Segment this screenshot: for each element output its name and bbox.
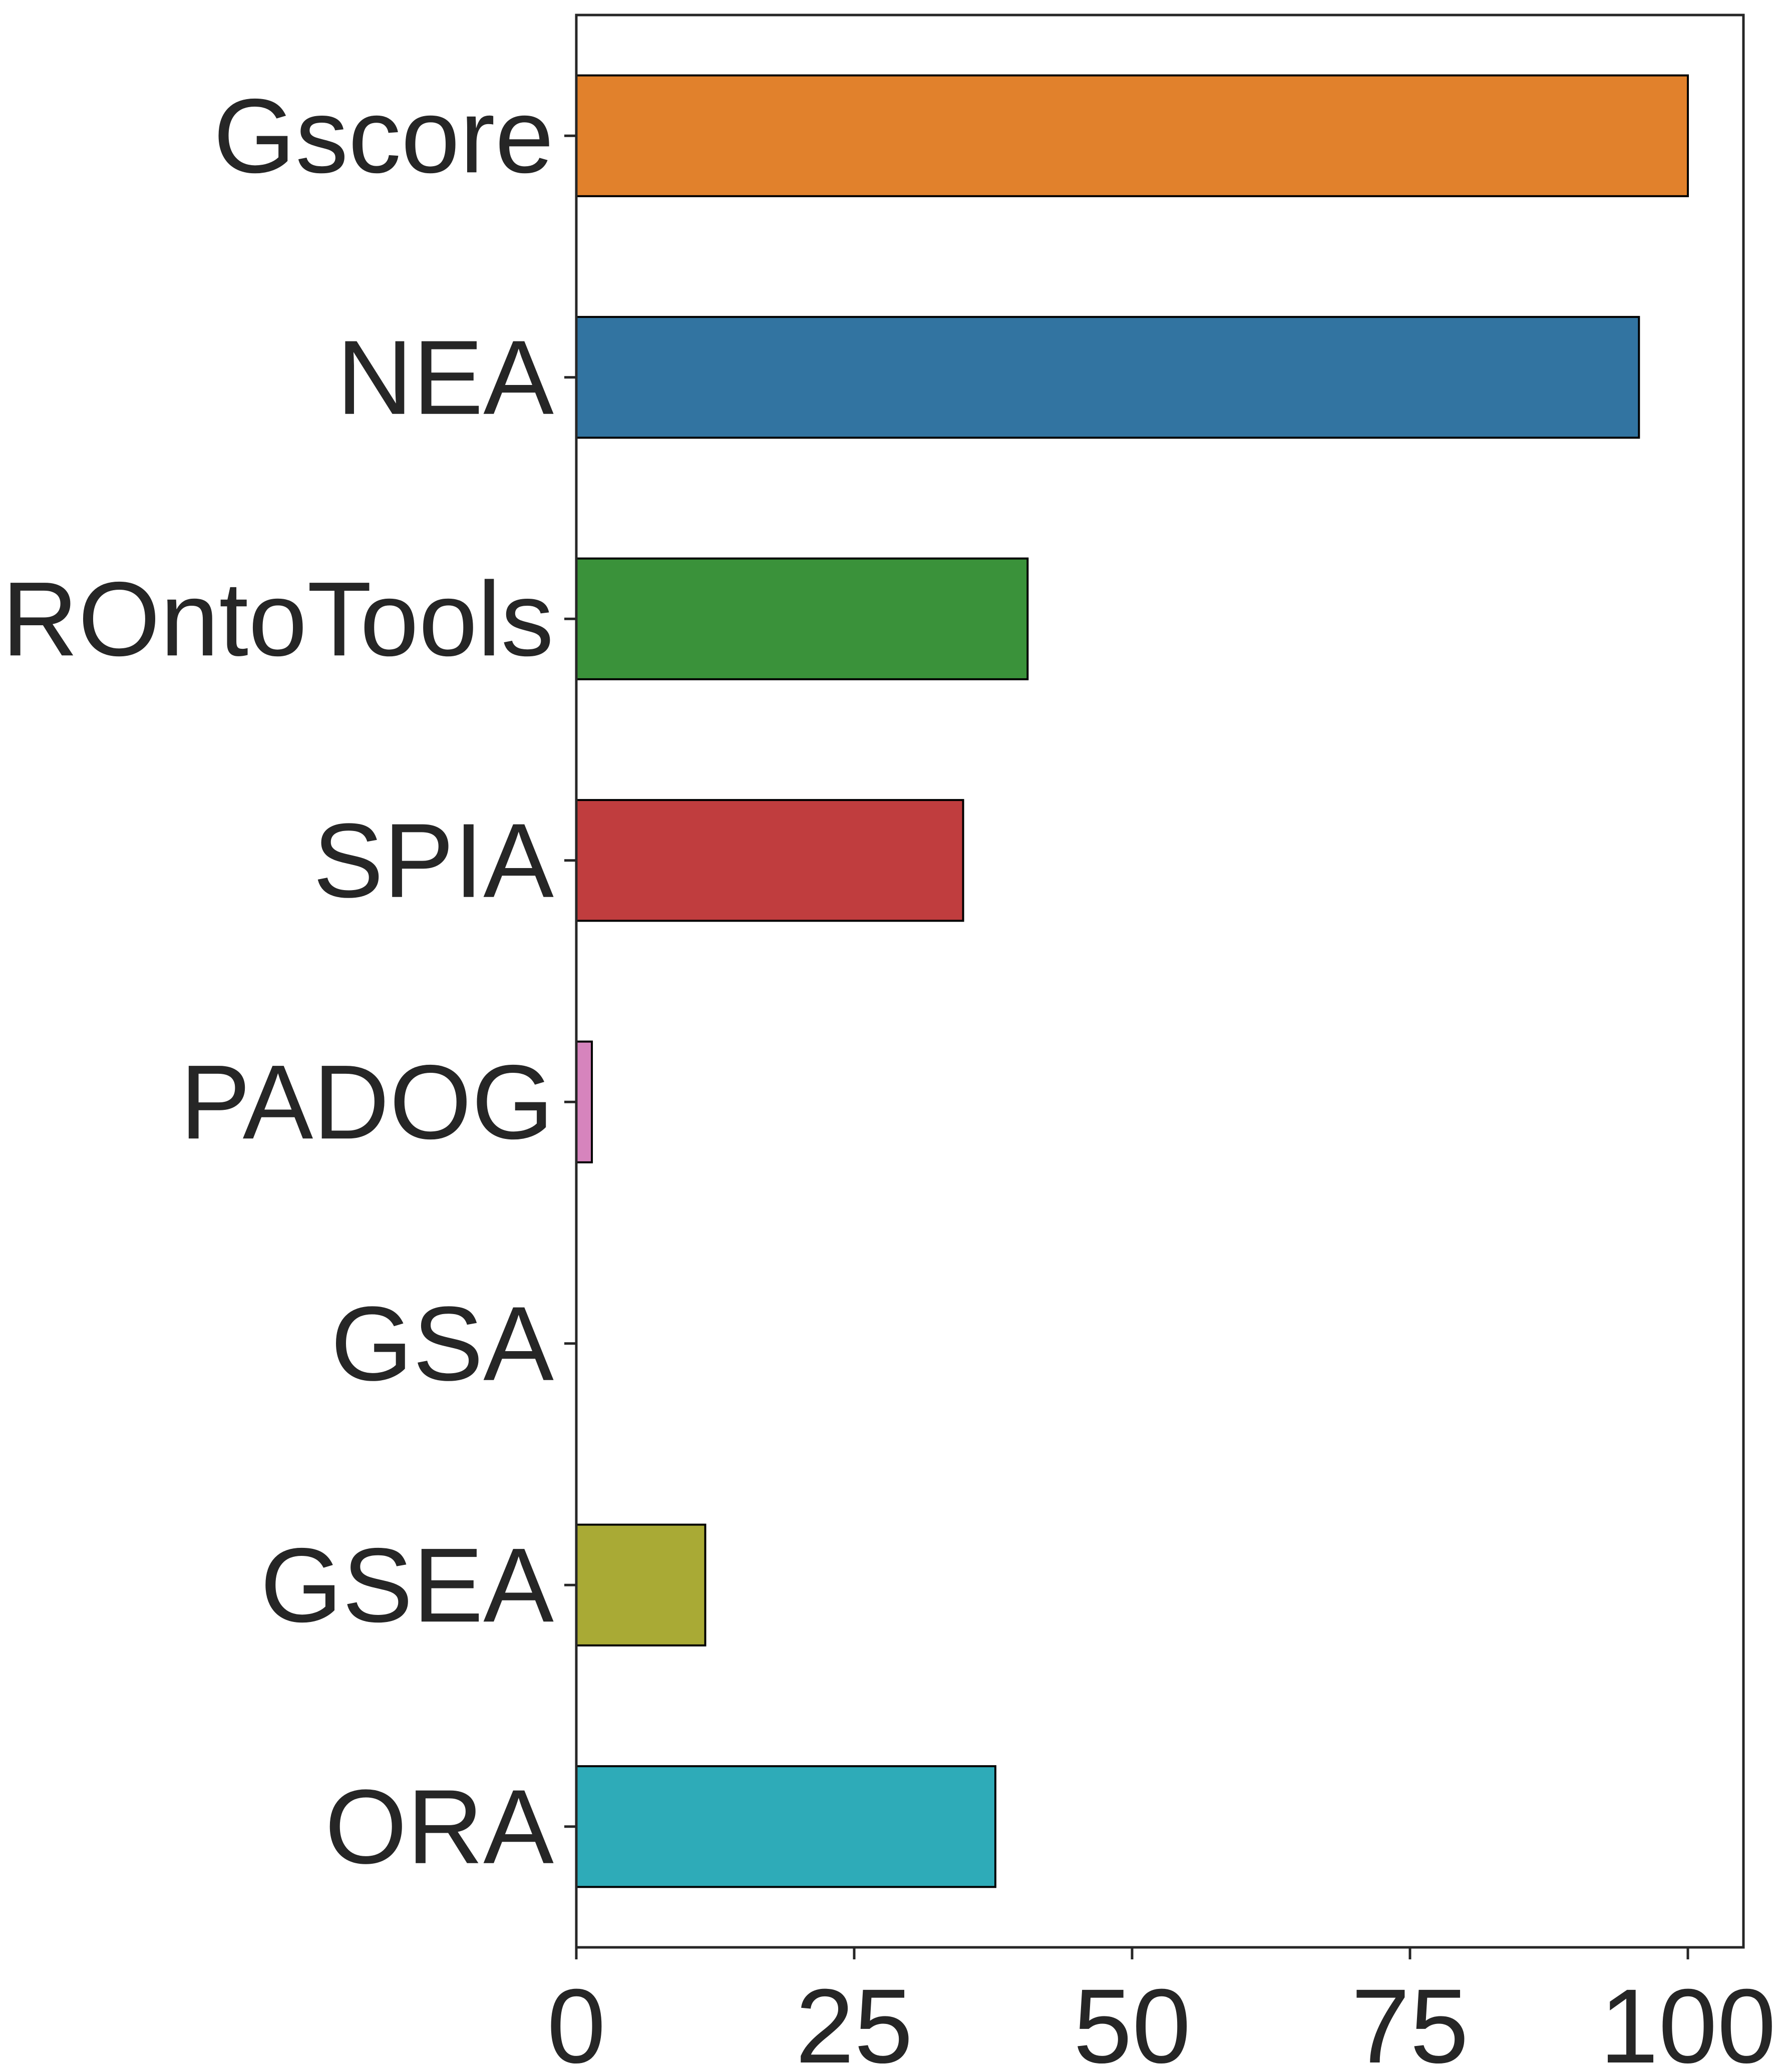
category-label-padog: PADOG [180, 1043, 554, 1161]
bar-rontotools [575, 557, 1029, 680]
category-label-gsa: GSA [330, 1285, 554, 1403]
bar-nea [575, 316, 1640, 439]
bar-gscore [575, 74, 1689, 197]
bar-gsea [575, 1523, 706, 1646]
category-label-rontotools: ROntoTools [2, 560, 554, 678]
x-tick-label-50: 50 [1074, 1967, 1191, 2072]
plot-frame [575, 14, 1745, 1949]
category-label-spia: SPIA [313, 801, 554, 920]
category-labels: Gscore NEA ROntoTools SPIA PADOG GSA GSEA ORA [2, 77, 554, 1886]
x-tick-label-75: 75 [1351, 1967, 1469, 2072]
bar-ora [575, 1765, 996, 1888]
bars-group [575, 74, 1689, 1888]
y-tick-marks [564, 134, 576, 1828]
x-tick-label-100: 100 [1600, 1967, 1776, 2072]
x-tick-label-25: 25 [796, 1967, 913, 2072]
x-tick-label-0: 0 [547, 1967, 605, 2072]
category-label-gsea: GSEA [260, 1526, 554, 1644]
bar-spia [575, 799, 964, 922]
x-tick-labels: 0 25 50 75 100 [547, 1967, 1776, 2072]
x-tick-marks [575, 1947, 1689, 1959]
category-label-nea: NEA [336, 318, 554, 437]
bar-padog [575, 1040, 593, 1163]
category-label-ora: ORA [325, 1768, 554, 1886]
category-label-gscore: Gscore [213, 77, 554, 195]
